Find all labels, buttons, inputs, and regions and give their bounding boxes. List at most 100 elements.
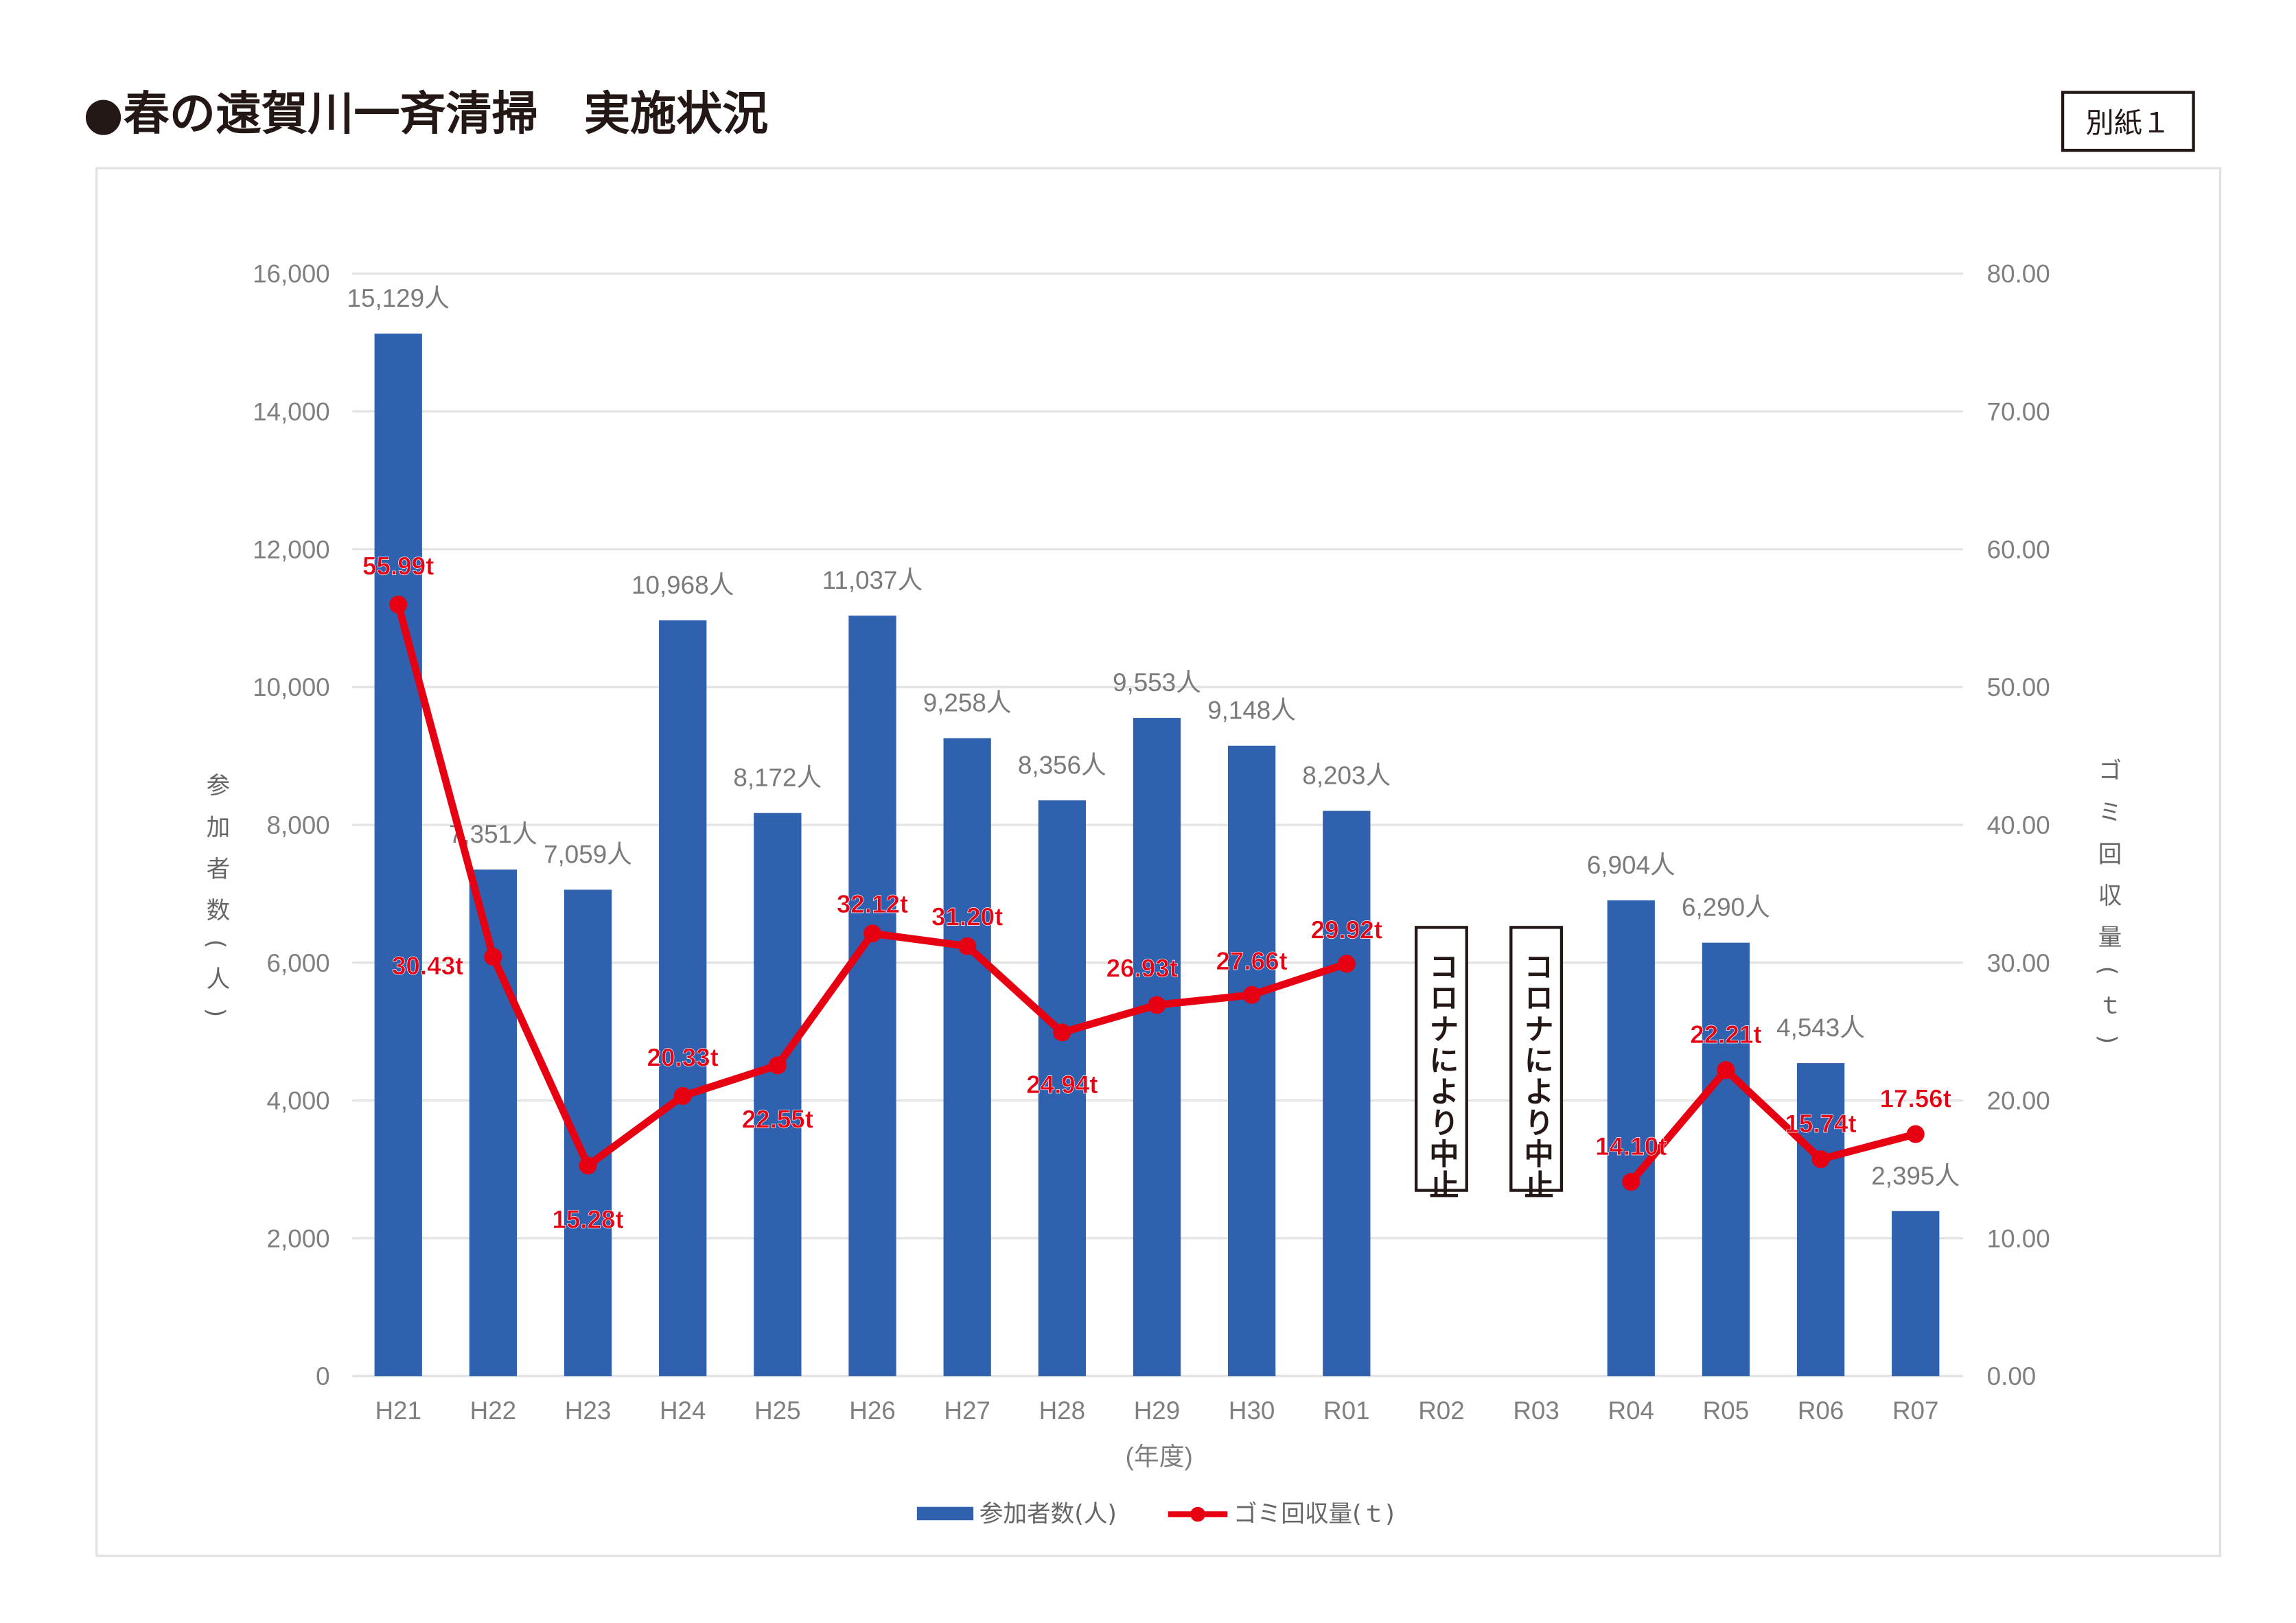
line-marker-H26 bbox=[863, 924, 882, 943]
bar-label: 6,290人 bbox=[1682, 894, 1770, 922]
line-segment bbox=[1628, 1066, 1917, 1184]
line-labels: 55.99t 30.43t 15.28t 20.33t 22.55t 32.12t 31.2… bbox=[362, 552, 1952, 1233]
line-label: 15.74t bbox=[1785, 1110, 1856, 1138]
x-tick-label: H25 bbox=[754, 1397, 801, 1425]
x-tick-label: R01 bbox=[1323, 1397, 1370, 1425]
bar-R01 bbox=[1323, 810, 1371, 1377]
line-label: 31.20t bbox=[931, 902, 1003, 931]
x-tick-label: H24 bbox=[660, 1397, 706, 1425]
axis-ticks: 0 0.00 2,000 10.00 4,000 20.00 6,000 30.00 8,000… bbox=[253, 260, 2050, 1425]
right-tick-label: 80.00 bbox=[1987, 260, 2050, 288]
x-tick-label: H21 bbox=[375, 1397, 421, 1425]
bar-label: 8,172人 bbox=[733, 764, 822, 792]
line-marker-R06 bbox=[1811, 1150, 1830, 1169]
left-tick-label: 12,000 bbox=[253, 535, 330, 563]
annotation-box bbox=[1414, 926, 1468, 1192]
left-tick-label: 6,000 bbox=[267, 949, 330, 977]
bar-H26 bbox=[848, 616, 896, 1377]
bar-label: 11,037人 bbox=[822, 566, 923, 594]
left-tick-label: 4,000 bbox=[267, 1087, 330, 1115]
legend-bar-label: 参加者数(人) bbox=[979, 1500, 1117, 1528]
bar-R05 bbox=[1702, 942, 1750, 1377]
x-tick-label: R03 bbox=[1513, 1397, 1559, 1425]
x-tick-label: R06 bbox=[1798, 1397, 1844, 1425]
line-marker-R07 bbox=[1906, 1125, 1925, 1143]
x-tick-label: H23 bbox=[565, 1397, 612, 1425]
x-tick-label: H30 bbox=[1229, 1397, 1275, 1425]
line-marker-H27 bbox=[958, 937, 977, 955]
x-tick-label: H29 bbox=[1134, 1397, 1181, 1425]
bar-label: 2,395人 bbox=[1871, 1162, 1960, 1190]
left-tick-label: 10,000 bbox=[253, 673, 330, 701]
bar-H29 bbox=[1133, 718, 1181, 1377]
x-axis-title: (年度) bbox=[1126, 1443, 1193, 1471]
bar-H27 bbox=[943, 738, 991, 1377]
right-tick-label: 10.00 bbox=[1987, 1224, 2050, 1252]
axis-titles: 参加者数(人) ゴミ回収量(ｔ) bbox=[202, 758, 2121, 1062]
left-tick-label: 14,000 bbox=[253, 398, 330, 426]
line-label: 55.99t bbox=[362, 552, 434, 581]
legend: 参加者数(人) ゴミ回収量(ｔ) bbox=[916, 1500, 1395, 1528]
line-marker-H29 bbox=[1148, 996, 1166, 1014]
line-label: 26.93t bbox=[1106, 954, 1178, 982]
legend-line-label: ゴミ回収量(ｔ) bbox=[1233, 1500, 1395, 1528]
bar-H25 bbox=[754, 813, 802, 1377]
annotation-text: コロナにより中止 bbox=[1519, 951, 1553, 1201]
line-marker-H28 bbox=[1053, 1023, 1071, 1042]
line-marker-R04 bbox=[1622, 1173, 1640, 1191]
left-tick-label: 0 bbox=[316, 1362, 329, 1390]
bar-H28 bbox=[1038, 800, 1086, 1377]
bar-labels: 15,129人7,351人7,059人10,968人8,172人11,037人9… bbox=[347, 284, 1960, 1190]
x-tick-label: R02 bbox=[1418, 1397, 1465, 1425]
line-label: 32.12t bbox=[837, 890, 908, 918]
bar-label: 10,968人 bbox=[631, 571, 734, 599]
line-marker-H22 bbox=[484, 948, 502, 966]
line-label: 20.33t bbox=[647, 1044, 719, 1072]
x-tick-label: R05 bbox=[1703, 1397, 1750, 1425]
left-tick-label: 8,000 bbox=[267, 811, 330, 839]
x-tick-label: R04 bbox=[1608, 1397, 1655, 1425]
line-label: 22.21t bbox=[1690, 1020, 1761, 1049]
legend-line-marker bbox=[1190, 1506, 1205, 1522]
attachment-box bbox=[2061, 91, 2195, 152]
x-tick-label: H27 bbox=[944, 1397, 990, 1425]
x-tick-label: H22 bbox=[470, 1397, 517, 1425]
line-marker-H30 bbox=[1242, 985, 1261, 1004]
bar-H21 bbox=[374, 334, 422, 1377]
line-marker-R01 bbox=[1337, 955, 1356, 973]
bar-label: 8,356人 bbox=[1018, 751, 1106, 779]
bar-label: 4,543人 bbox=[1776, 1014, 1865, 1042]
line-marker-H21 bbox=[389, 595, 408, 614]
line-label: 30.43t bbox=[392, 952, 463, 980]
bar-H24 bbox=[659, 620, 707, 1377]
bar-label: 9,148人 bbox=[1207, 697, 1296, 725]
right-tick-label: 70.00 bbox=[1987, 398, 2050, 426]
bar-H30 bbox=[1228, 745, 1276, 1377]
bars bbox=[374, 334, 1940, 1377]
bar-label: 9,553人 bbox=[1113, 668, 1201, 697]
bar-label: 7,059人 bbox=[544, 840, 632, 868]
x-tick-label: H26 bbox=[849, 1397, 896, 1425]
bar-R07 bbox=[1892, 1211, 1940, 1377]
left-tick-label: 16,000 bbox=[253, 260, 330, 288]
line-label: 17.56t bbox=[1880, 1085, 1951, 1113]
bar-label: 6,904人 bbox=[1587, 851, 1675, 879]
x-tick-label: H28 bbox=[1039, 1397, 1086, 1425]
line-marker-R05 bbox=[1717, 1061, 1735, 1079]
line-label: 27.66t bbox=[1216, 947, 1287, 975]
left-axis-title: 参加者数(人) bbox=[202, 773, 230, 1035]
bar-label: 9,258人 bbox=[923, 689, 1012, 717]
right-tick-label: 20.00 bbox=[1987, 1087, 2050, 1115]
line-label: 24.94t bbox=[1026, 1071, 1098, 1099]
page-title: ●春の遠賀川一斉清掃 実施状況 bbox=[83, 87, 768, 141]
right-axis-title: ゴミ回収量(ｔ) bbox=[2094, 758, 2121, 1062]
attachment-label: 別紙１ bbox=[2086, 106, 2170, 139]
line-label: 29.92t bbox=[1311, 916, 1382, 944]
line-marker-H25 bbox=[768, 1056, 787, 1075]
line-marker-H23 bbox=[579, 1156, 597, 1175]
line-label: 14.10t bbox=[1595, 1132, 1667, 1160]
right-tick-label: 50.00 bbox=[1987, 673, 2050, 701]
legend-bar-swatch bbox=[916, 1506, 974, 1521]
